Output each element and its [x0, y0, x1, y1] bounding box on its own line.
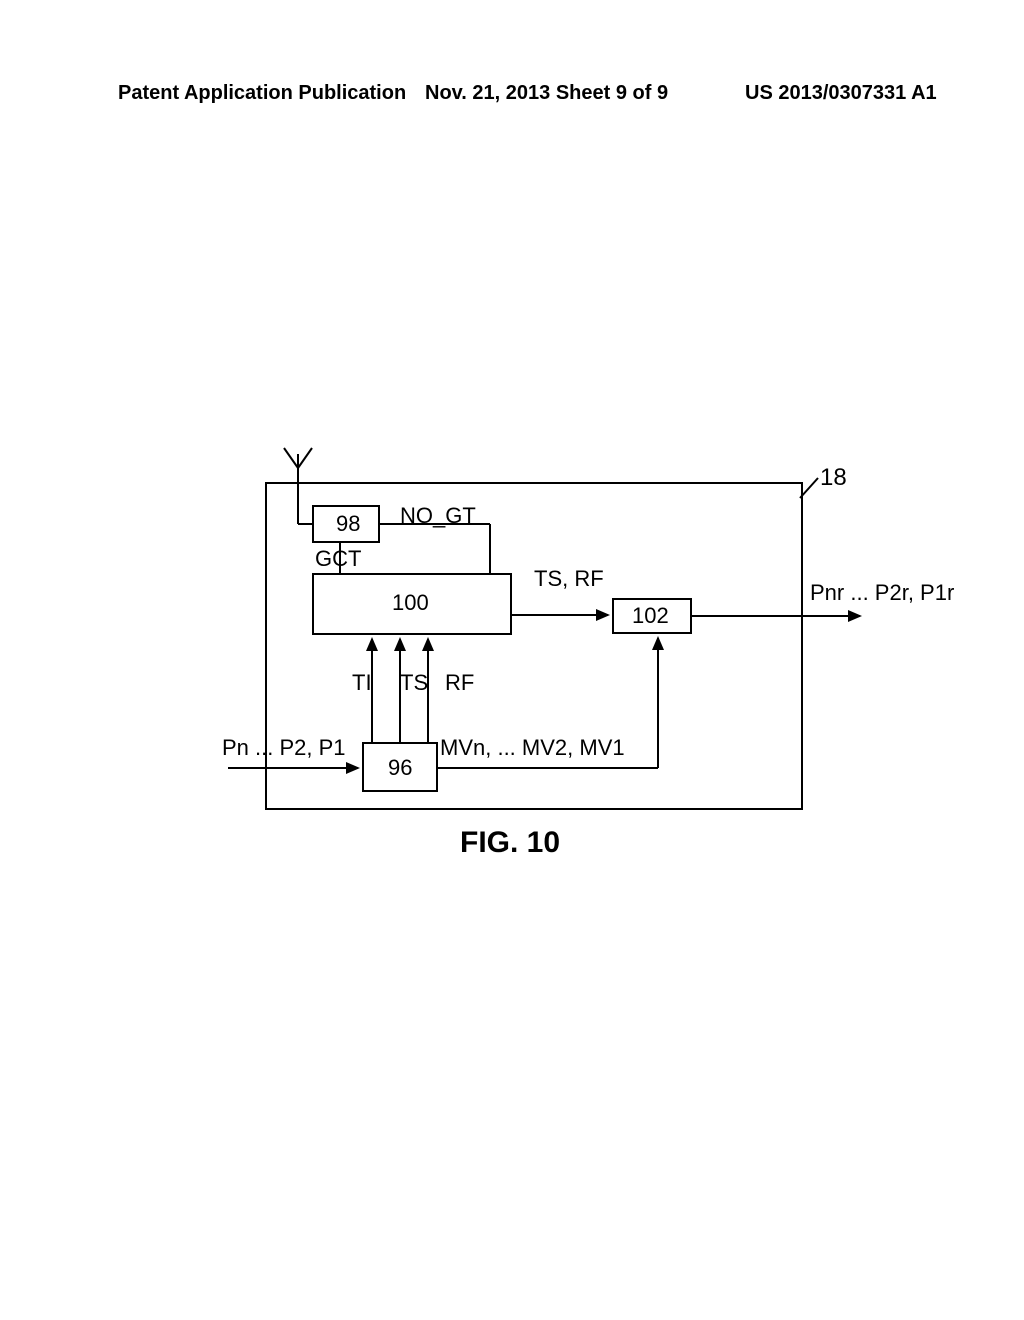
diagram-container: 98 100 102 96 NO_GT GCT TS, RF TI TS RF …: [0, 0, 1024, 1320]
diagram-lines: [0, 0, 1024, 1320]
